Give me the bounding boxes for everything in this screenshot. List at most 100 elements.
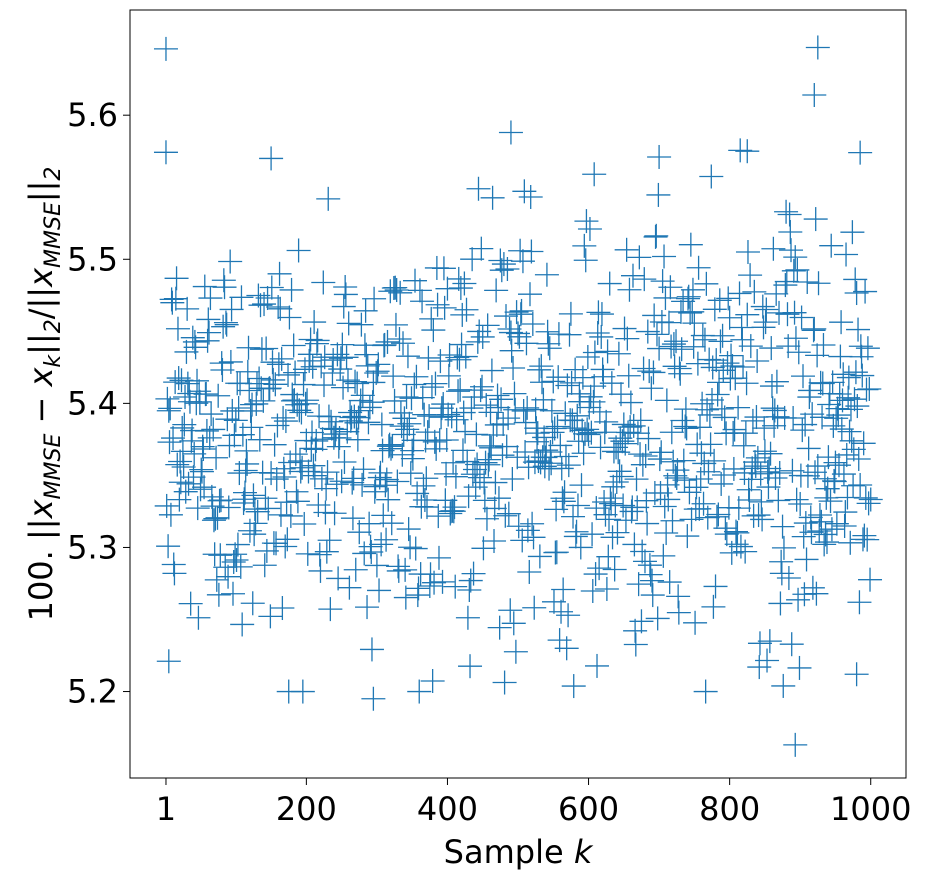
data-point [506, 514, 531, 539]
data-point [473, 450, 498, 475]
data-point [354, 342, 379, 367]
data-point [432, 295, 457, 320]
data-point [208, 543, 233, 568]
data-point [346, 405, 371, 430]
data-point [782, 300, 807, 325]
data-point [738, 263, 763, 288]
data-point [420, 669, 445, 694]
data-point [196, 307, 221, 332]
data-point [268, 296, 293, 321]
data-point [225, 532, 250, 557]
data-point [289, 400, 314, 425]
data-point [270, 596, 295, 621]
data-point [379, 436, 404, 461]
data-point [216, 495, 241, 520]
data-point [266, 352, 291, 377]
data-point [498, 120, 523, 145]
data-point [381, 364, 406, 389]
data-point [737, 488, 762, 513]
data-point [342, 404, 367, 429]
data-point [818, 489, 843, 514]
data-point [273, 409, 298, 434]
data-point [180, 325, 205, 350]
data-point [757, 456, 782, 481]
data-point [481, 423, 506, 448]
data-point [421, 318, 446, 343]
data-point [536, 331, 561, 356]
data-point [453, 419, 478, 444]
data-point [412, 402, 437, 427]
data-point [527, 544, 552, 569]
data-point [781, 406, 806, 431]
data-point [646, 182, 671, 207]
data-point [626, 572, 651, 597]
data-point [716, 286, 741, 311]
data-point [384, 278, 409, 303]
data-point [291, 372, 316, 397]
data-point [460, 247, 485, 272]
y-axis-label-part: || [22, 181, 60, 203]
data-point [232, 487, 257, 512]
data-point [534, 438, 559, 463]
data-point [842, 387, 867, 412]
data-point [245, 499, 270, 524]
data-point [228, 554, 253, 579]
data-point [600, 525, 625, 550]
data-point [284, 479, 309, 504]
data-point [458, 568, 483, 593]
data-point [457, 577, 482, 602]
data-point [385, 469, 410, 494]
data-point [334, 345, 359, 370]
data-point [807, 502, 832, 527]
data-point [367, 578, 392, 603]
data-point [728, 534, 753, 559]
x-axis-label-variable: k [574, 833, 594, 871]
data-point [606, 341, 631, 366]
data-point [243, 511, 268, 536]
data-point [453, 344, 478, 369]
data-point [838, 397, 863, 422]
data-point [681, 334, 706, 359]
data-point [604, 470, 629, 495]
data-point [819, 233, 844, 258]
data-point [673, 397, 698, 422]
data-point [610, 429, 635, 454]
y-tick-label: 5.4 [67, 384, 118, 422]
data-point [304, 331, 329, 356]
data-point [778, 220, 803, 245]
data-point [663, 463, 688, 488]
data-point [362, 286, 387, 311]
y-axis-label-part: 100. || [22, 518, 60, 621]
data-point [751, 315, 776, 340]
data-point [267, 261, 292, 286]
data-point [201, 508, 226, 533]
data-point [492, 670, 517, 695]
data-point [219, 297, 244, 322]
data-point [233, 458, 258, 483]
data-point [168, 449, 193, 474]
data-point [698, 432, 723, 457]
data-point [695, 505, 720, 530]
x-axis: 1 200 400 600 800 1000 [156, 778, 911, 828]
data-point [325, 342, 350, 367]
data-point [549, 599, 574, 624]
data-point [494, 434, 519, 459]
data-point [586, 300, 611, 325]
data-point [597, 271, 622, 296]
data-point [406, 576, 431, 601]
data-point [241, 483, 266, 508]
data-point [416, 345, 441, 370]
data-point [443, 574, 468, 599]
data-point [556, 453, 581, 478]
y-tick-label: 5.5 [67, 240, 118, 278]
data-point [158, 502, 183, 527]
data-point [206, 582, 231, 607]
data-point [654, 521, 679, 546]
data-point [617, 277, 642, 302]
data-point [583, 562, 608, 587]
data-point [783, 245, 808, 270]
data-point [343, 369, 368, 394]
data-point [525, 421, 550, 446]
data-point [680, 277, 705, 302]
